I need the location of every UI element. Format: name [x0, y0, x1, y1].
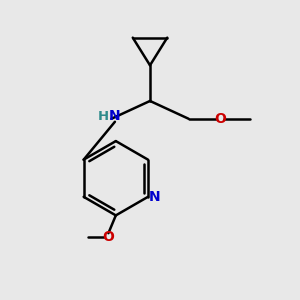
Text: O: O [214, 112, 226, 126]
Text: H: H [98, 110, 109, 123]
Text: O: O [103, 230, 114, 244]
Text: N: N [109, 110, 121, 123]
Text: N: N [149, 190, 160, 204]
